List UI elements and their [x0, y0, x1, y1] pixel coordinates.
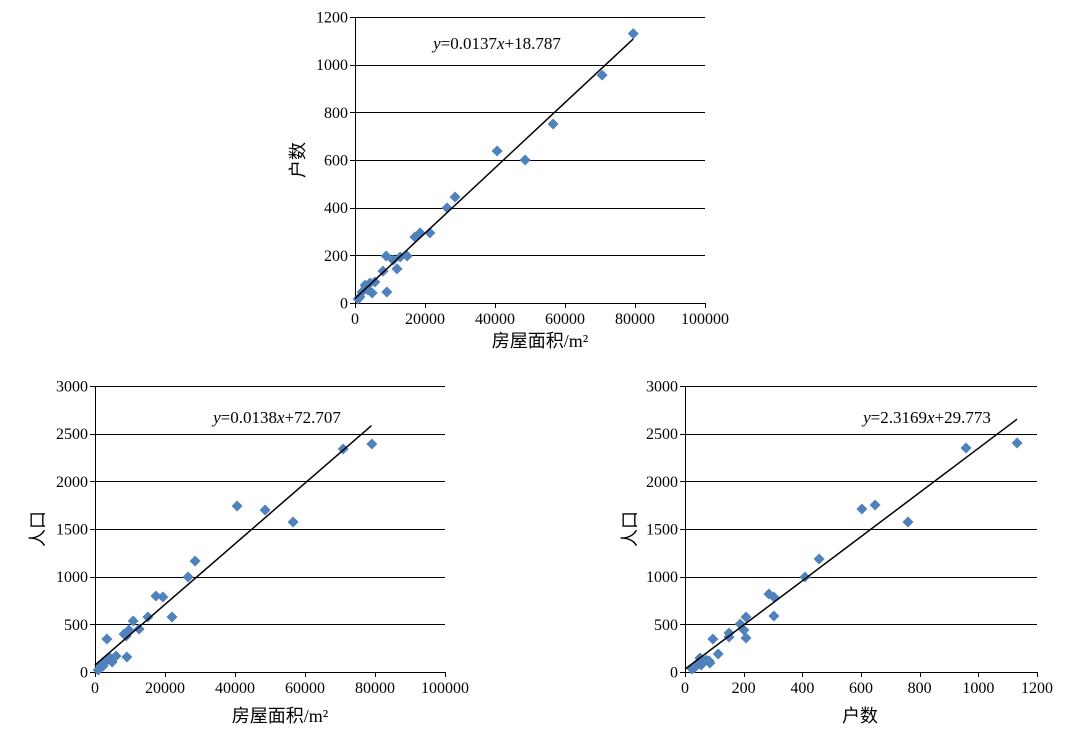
- y-axis-title: 人口: [620, 511, 640, 547]
- x-tick-label: 20000: [145, 680, 185, 697]
- data-point: [960, 442, 972, 454]
- data-point: [703, 655, 715, 667]
- x-tick-label: 1000: [962, 680, 994, 697]
- trendline: [354, 38, 634, 300]
- y-tick-label: 800: [324, 105, 348, 122]
- data-point: [366, 438, 378, 450]
- data-point: [380, 250, 392, 262]
- y-tick-label: 400: [324, 200, 348, 217]
- data-point: [359, 279, 371, 291]
- x-tick-label: 40000: [475, 311, 515, 328]
- trendline-equation: y=0.0138x+72.707: [211, 408, 341, 427]
- y-tick-label: 1500: [646, 522, 678, 539]
- x-axis-title: 户数: [842, 706, 878, 726]
- y-axis-title: 户数: [288, 142, 308, 178]
- data-point: [182, 571, 194, 583]
- y-tick-label: 2500: [56, 426, 88, 443]
- data-point: [101, 633, 113, 645]
- data-point: [902, 516, 914, 528]
- trendline: [684, 418, 1018, 670]
- x-tick-label: 60000: [545, 311, 585, 328]
- y-tick-label: 2000: [56, 474, 88, 491]
- x-tick-label: 40000: [215, 680, 255, 697]
- data-point: [142, 611, 154, 623]
- data-point: [166, 611, 178, 623]
- data-point: [424, 227, 436, 239]
- x-axis-title: 房屋面积/m²: [492, 331, 588, 351]
- y-tick-label: 2500: [646, 426, 678, 443]
- data-point: [120, 630, 132, 642]
- x-tick-label: 0: [351, 311, 359, 328]
- data-point: [627, 28, 639, 40]
- y-tick-label: 1500: [56, 522, 88, 539]
- x-tick-label: 80000: [615, 311, 655, 328]
- data-point: [157, 591, 169, 603]
- data-point: [869, 499, 881, 511]
- y-tick-label: 1000: [316, 57, 348, 74]
- x-axis-title: 房屋面积/m²: [232, 706, 328, 726]
- x-tick-label: 80000: [355, 680, 395, 697]
- trendline-equation: y=2.3169x+29.773: [861, 408, 991, 427]
- data-point: [352, 293, 364, 305]
- x-tick-label: 800: [908, 680, 932, 697]
- x-tick-label: 100000: [421, 680, 469, 697]
- y-tick-label: 0: [80, 665, 88, 682]
- y-tick-label: 500: [64, 617, 88, 634]
- x-tick-label: 400: [790, 680, 814, 697]
- y-tick-label: 600: [324, 153, 348, 170]
- y-tick-label: 500: [654, 617, 678, 634]
- x-tick-label: 20000: [405, 311, 445, 328]
- y-tick-label: 1000: [56, 569, 88, 586]
- data-point: [799, 571, 811, 583]
- chart-population-vs-households: 0 500 1000 1500 2000 2500 3000 0 200 400 600 800 100…: [620, 379, 1053, 727]
- data-point: [491, 145, 503, 157]
- data-point: [740, 632, 752, 644]
- data-point: [121, 651, 133, 663]
- data-point: [768, 610, 780, 622]
- x-tick-label: 60000: [285, 680, 325, 697]
- y-tick-label: 1000: [646, 569, 678, 586]
- x-tick-label: 0: [681, 680, 689, 697]
- trendline-equation: y=0.0137x+18.787: [431, 34, 561, 53]
- data-point: [150, 590, 162, 602]
- data-point: [519, 154, 531, 166]
- y-tick-label: 1200: [316, 10, 348, 27]
- data-point: [189, 555, 201, 567]
- y-tick-label: 3000: [56, 379, 88, 396]
- data-point: [231, 500, 243, 512]
- data-point: [391, 263, 403, 275]
- data-point: [133, 623, 145, 635]
- data-point: [127, 615, 139, 627]
- data-point: [856, 503, 868, 515]
- chart-households-vs-floor-area: 0 200 400 600 800 1000 1200 0 20000 40000 60000 800…: [288, 10, 729, 352]
- data-point: [813, 553, 825, 565]
- x-tick-label: 1200: [1021, 680, 1053, 697]
- x-tick-label: 600: [849, 680, 873, 697]
- y-tick-label: 200: [324, 248, 348, 265]
- data-point: [387, 254, 399, 266]
- data-point: [740, 611, 752, 623]
- y-tick-label: 2000: [646, 474, 678, 491]
- data-point: [97, 660, 109, 672]
- y-axis-title: 人口: [28, 511, 48, 547]
- data-point: [707, 633, 719, 645]
- data-point: [381, 286, 393, 298]
- y-tick-label: 3000: [646, 379, 678, 396]
- data-point: [547, 118, 559, 130]
- x-tick-label: 200: [732, 680, 756, 697]
- data-point: [1011, 437, 1023, 449]
- data-point: [377, 265, 389, 277]
- y-tick-label: 0: [340, 296, 348, 313]
- x-tick-label: 100000: [681, 311, 729, 328]
- trendline: [94, 424, 372, 666]
- data-point: [596, 69, 608, 81]
- data-point: [287, 516, 299, 528]
- data-point: [259, 504, 271, 516]
- y-tick-label: 0: [670, 665, 678, 682]
- chart-population-vs-floor-area: 0 500 1000 1500 2000 2500 3000 0 20000 40000 60000…: [28, 379, 469, 727]
- data-point: [449, 191, 461, 203]
- data-point: [712, 648, 724, 660]
- x-tick-label: 0: [91, 680, 99, 697]
